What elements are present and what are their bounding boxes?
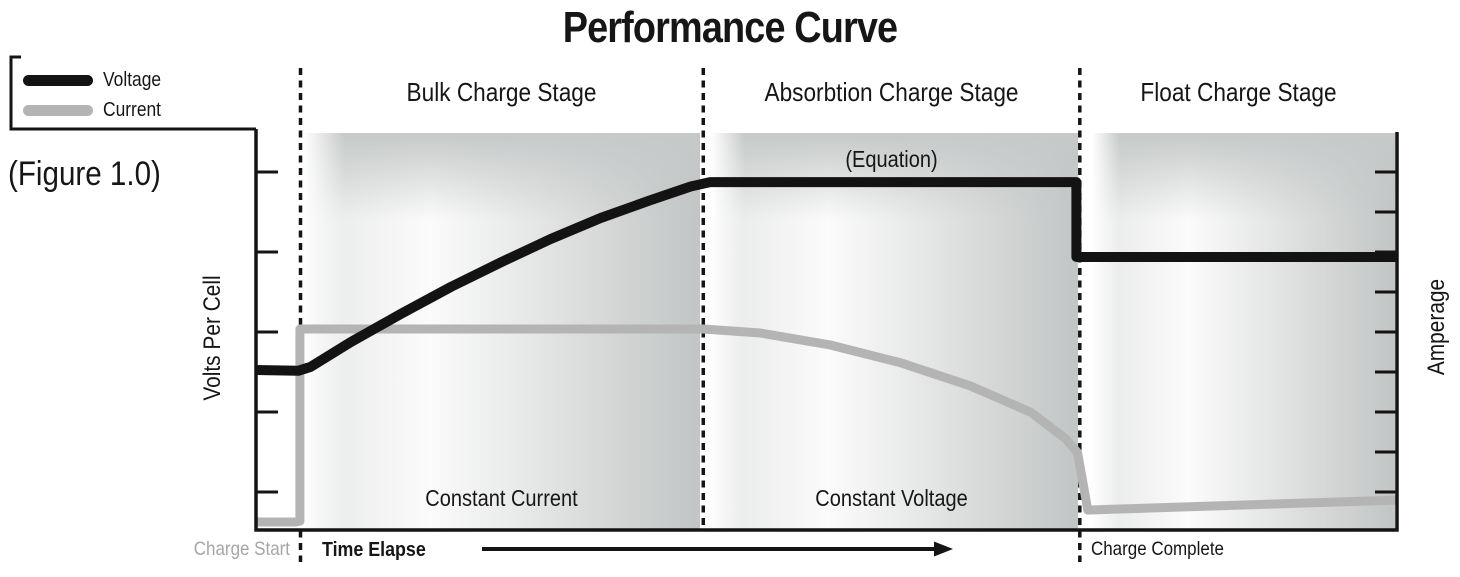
legend-label-current: Current xyxy=(103,99,162,121)
current-legend-swatch xyxy=(23,105,93,116)
stage-label-bulk: Bulk Charge Stage xyxy=(406,77,597,107)
axes-lines xyxy=(254,129,1399,532)
charge-complete-label: Charge Complete xyxy=(1091,538,1224,560)
legend-bracket-line xyxy=(9,55,256,131)
constant-current-annotation: Constant Current xyxy=(425,485,578,511)
y-axis-label-right: Amperage xyxy=(1423,278,1450,376)
chart-title: Performance Curve xyxy=(562,3,898,52)
stage-label-float: Float Charge Stage xyxy=(1140,77,1337,107)
float-stage-panel xyxy=(1092,133,1395,530)
legend-label-voltage: Voltage xyxy=(103,69,162,91)
charge-start-label: Charge Start xyxy=(193,538,290,560)
y-axis-label-left: Volts Per Cell xyxy=(199,275,226,401)
voltage-legend-swatch xyxy=(23,75,93,86)
x-axis-label: Time Elapse xyxy=(322,538,426,561)
constant-voltage-annotation: Constant Voltage xyxy=(815,485,968,511)
chart-series-group xyxy=(255,68,1397,562)
equation-annotation: (Equation) xyxy=(845,146,938,172)
time-arrow-head-icon xyxy=(934,541,953,557)
figure-caption: (Figure 1.0) xyxy=(8,155,161,193)
stage-label-absorbtion: Absorbtion Charge Stage xyxy=(764,77,1019,107)
